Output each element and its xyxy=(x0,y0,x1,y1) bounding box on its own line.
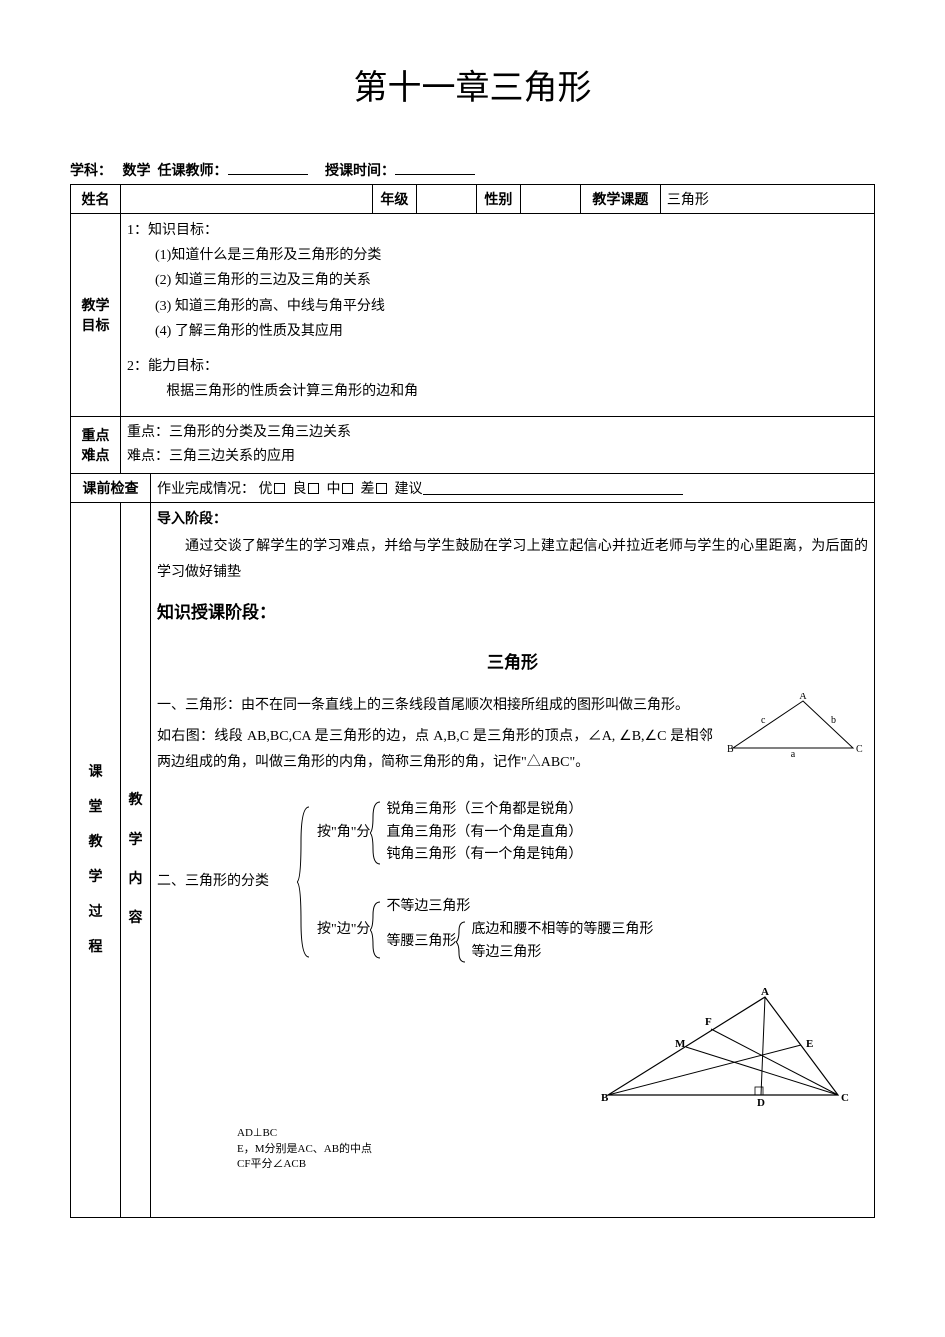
angle-item-3: 钝角三角形（有一个角是钝角） xyxy=(386,844,582,866)
subject-label: 学科： xyxy=(70,160,112,180)
topic-value: 三角形 xyxy=(660,185,874,214)
goals-content: 1：知识目标： (1)知道什么是三角形及三角形的分类 (2) 知道三角形的三边及… xyxy=(121,214,875,417)
center-title: 三角形 xyxy=(157,647,868,679)
process-col2-text: 教学内容 xyxy=(129,781,143,938)
suggest-label: 建议 xyxy=(395,482,423,497)
gender-field[interactable] xyxy=(520,185,580,214)
process-col2-label: 教学内容 xyxy=(121,502,151,1217)
caption-1: AD⊥BC xyxy=(237,1126,858,1141)
precheck-prefix: 作业完成情况： xyxy=(157,482,255,497)
goal-item-3: (3) 知道三角形的高、中线与角平分线 xyxy=(127,294,868,319)
iso-sub-1: 底边和腰不相等的等腰三角形 xyxy=(471,919,653,941)
header-line: 学科： 数学 任课教师： 授课时间： xyxy=(70,159,875,180)
v2-D: D xyxy=(757,1097,765,1109)
side-a: a xyxy=(791,749,796,758)
grade-field[interactable] xyxy=(416,185,476,214)
goal-item-2: (2) 知道三角形的三边及三角的关系 xyxy=(127,268,868,293)
goals-label: 教学目标 xyxy=(71,214,121,417)
vertex-A: A xyxy=(799,693,807,702)
subject-value: 数学 xyxy=(123,160,151,180)
precheck-content: 作业完成情况： 优 良 中 差 建议 xyxy=(151,473,875,502)
precheck-row: 课前检查 作业完成情况： 优 良 中 差 建议 xyxy=(71,473,875,502)
brace-main xyxy=(297,802,311,962)
caption-2: E，M分别是AC、AB的中点 xyxy=(237,1142,858,1157)
goals-h1: 1：知识目标： xyxy=(127,218,868,243)
checkbox-4[interactable] xyxy=(376,483,387,494)
angle-item-2: 直角三角形（有一个角是直角） xyxy=(386,822,582,844)
gender-label: 性别 xyxy=(476,185,520,214)
checkbox-3[interactable] xyxy=(342,483,353,494)
key-row: 重点难点 重点：三角形的分类及三角三边关系 难点：三角三边关系的应用 xyxy=(71,417,875,474)
topic-label: 教学课题 xyxy=(580,185,660,214)
v2-C: C xyxy=(841,1092,849,1104)
diagram-caption: AD⊥BC E，M分别是AC、AB的中点 CF平分∠ACB xyxy=(237,1126,858,1172)
process-row: 课堂教学过程 教学内容 导入阶段： 通过交谈了解学生的学习难点，并给与学生鼓励在… xyxy=(71,502,875,1217)
by-angle-label: 按"角"分 xyxy=(317,820,370,847)
opt-3: 中 xyxy=(327,482,341,497)
side-b: b xyxy=(831,715,836,726)
by-side-label: 按"边"分 xyxy=(317,917,370,944)
process-side-label: 课堂教学过程 xyxy=(71,502,121,1217)
grade-label: 年级 xyxy=(372,185,416,214)
suggest-field[interactable] xyxy=(423,494,683,495)
class-label: 二、三角形的分类 xyxy=(157,869,297,896)
goals-row: 教学目标 1：知识目标： (1)知道什么是三角形及三角形的分类 (2) 知道三角… xyxy=(71,214,875,417)
info-row: 姓名 年级 性别 教学课题 三角形 xyxy=(71,185,875,214)
name-label: 姓名 xyxy=(71,185,121,214)
teacher-label: 任课教师： xyxy=(158,160,228,180)
side-c: c xyxy=(761,715,766,726)
key-content: 重点：三角形的分类及三角三边关系 难点：三角三边关系的应用 xyxy=(121,417,875,474)
brace-side xyxy=(370,899,382,961)
name-field[interactable] xyxy=(121,185,373,214)
angle-item-1: 锐角三角形（三个角都是锐角） xyxy=(386,799,582,821)
iso-sub-2: 等边三角形 xyxy=(471,942,653,964)
goal-item-4: (4) 了解三角形的性质及其应用 xyxy=(127,319,868,344)
def-label: 一、三角形： xyxy=(157,698,241,713)
process-side-text: 课堂教学过程 xyxy=(89,755,103,965)
def-text: 由不在同一条直线上的三条线段首尾顺次相接所组成的图形叫做三角形。 xyxy=(241,698,689,713)
side-item-1: 不等边三角形 xyxy=(386,895,653,919)
triangle-large-diagram: A B C D E F M xyxy=(593,987,858,1112)
vertex-B: B xyxy=(727,744,734,755)
checkbox-2[interactable] xyxy=(308,483,319,494)
side-item-2: 等腰三角形 xyxy=(386,930,456,954)
opt-2: 良 xyxy=(293,482,307,497)
caption-3: CF平分∠ACB xyxy=(237,1157,858,1172)
checkbox-1[interactable] xyxy=(274,483,285,494)
goals-h2: 2：能力目标： xyxy=(127,354,868,379)
goal-item-5: 根据三角形的性质会计算三角形的边和角 xyxy=(127,379,868,404)
brace-angle xyxy=(370,799,382,867)
page-title: 第十一章三角形 xyxy=(70,60,875,109)
v2-E: E xyxy=(806,1038,813,1050)
key-label: 重点难点 xyxy=(71,417,121,474)
v2-F: F xyxy=(705,1016,712,1028)
time-field[interactable] xyxy=(395,159,475,175)
intro-text: 通过交谈了解学生的学习难点，并给与学生鼓励在学习上建立起信心并拉近老师与学生的心… xyxy=(157,534,868,587)
precheck-label: 课前检查 xyxy=(71,473,151,502)
key-line2: 难点：三角三边关系的应用 xyxy=(127,445,868,469)
key-line1: 重点：三角形的分类及三角三边关系 xyxy=(127,421,868,445)
classification-block: 二、三角形的分类 按"角"分 锐角三角形（三个角都是锐角） 直角三角形（有一个角… xyxy=(157,799,868,965)
brace-iso xyxy=(456,919,467,965)
opt-4: 差 xyxy=(361,482,375,497)
opt-1: 优 xyxy=(259,482,273,497)
intro-heading: 导入阶段： xyxy=(157,507,868,534)
teacher-field[interactable] xyxy=(228,159,308,175)
v2-B: B xyxy=(601,1092,609,1104)
bottom-diagram-container: A B C D E F M AD⊥BC E，M分别是AC、AB的中点 CF平分∠… xyxy=(157,987,868,1173)
process-content: 导入阶段： 通过交谈了解学生的学习难点，并给与学生鼓励在学习上建立起信心并拉近老… xyxy=(151,502,875,1217)
time-label: 授课时间： xyxy=(325,160,395,180)
v2-A: A xyxy=(761,987,769,998)
v2-M: M xyxy=(675,1038,686,1050)
goal-item-1: (1)知道什么是三角形及三角形的分类 xyxy=(127,243,868,268)
lesson-plan-table: 姓名 年级 性别 教学课题 三角形 教学目标 1：知识目标： (1)知道什么是三… xyxy=(70,184,875,1218)
vertex-C: C xyxy=(856,744,863,755)
triangle-small-diagram: A B C c b a xyxy=(723,693,868,758)
teach-heading: 知识授课阶段： xyxy=(157,597,868,629)
